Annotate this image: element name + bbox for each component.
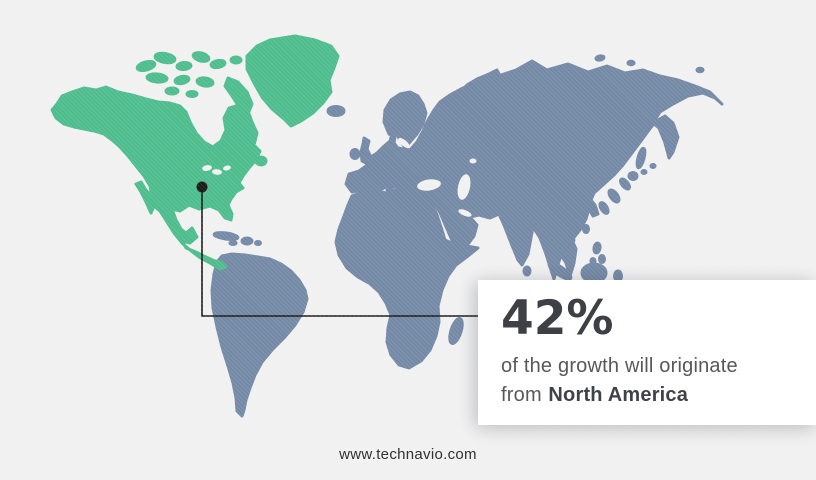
region-novaya-zemlya bbox=[457, 68, 501, 99]
region-hispaniola bbox=[240, 236, 254, 246]
region-scandinavia bbox=[382, 90, 428, 150]
baltic-sea bbox=[398, 137, 410, 149]
region-arctic-canada-isle bbox=[153, 51, 177, 65]
region-arctic-canada-isle bbox=[195, 76, 215, 88]
region-sumatra bbox=[547, 261, 573, 281]
region-arctic-isle bbox=[695, 66, 705, 74]
callout-value: 42% bbox=[501, 291, 614, 346]
region-philippines bbox=[592, 241, 602, 255]
region-great-britain bbox=[359, 136, 373, 166]
region-eurasia bbox=[344, 59, 724, 281]
region-newfoundland bbox=[254, 155, 268, 167]
callout-region-name: North America bbox=[548, 383, 689, 406]
callout-card: 42% of the growth will originate from Nor… bbox=[478, 280, 816, 425]
region-japan bbox=[619, 177, 631, 191]
region-arctic-canada-isle bbox=[229, 55, 243, 65]
region-japan bbox=[627, 171, 639, 181]
marker-connector bbox=[196, 181, 479, 317]
region-baffin-island bbox=[223, 76, 254, 116]
region-caribbean-isle bbox=[228, 240, 238, 246]
region-arctic-canada-isle bbox=[191, 51, 211, 63]
region-arctic-isle bbox=[626, 59, 636, 67]
region-arctic-canada-isle bbox=[175, 60, 193, 72]
marker-dot bbox=[196, 181, 208, 193]
world-map-north-america-highlight bbox=[50, 34, 340, 271]
region-arctic-canada-isle bbox=[185, 90, 199, 98]
great-lakes bbox=[223, 165, 231, 171]
region-cuba bbox=[212, 231, 240, 241]
region-ireland bbox=[349, 148, 361, 160]
region-hainan bbox=[566, 236, 576, 244]
region-japan bbox=[607, 188, 621, 204]
region-iceland bbox=[326, 105, 346, 117]
region-africa bbox=[334, 188, 480, 370]
caspian-sea bbox=[457, 174, 471, 200]
connector-line bbox=[201, 187, 479, 317]
region-north-america-mainland bbox=[50, 85, 262, 271]
region-arctic-isle bbox=[594, 54, 606, 62]
region-madagascar bbox=[448, 317, 464, 345]
region-japan bbox=[598, 201, 610, 215]
region-arctic-canada-isle bbox=[164, 86, 180, 96]
region-philippines bbox=[598, 254, 606, 264]
region-south-america bbox=[210, 252, 309, 418]
region-greenland bbox=[245, 34, 340, 128]
region-kuril bbox=[640, 169, 648, 175]
world-map-other-regions bbox=[210, 54, 724, 418]
region-arctic-canada-isle bbox=[135, 59, 157, 73]
persian-gulf bbox=[458, 209, 472, 217]
region-arctic-canada-isle bbox=[209, 58, 227, 70]
great-lakes bbox=[202, 165, 212, 171]
region-sri-lanka bbox=[522, 265, 532, 277]
sea-overlays bbox=[202, 137, 477, 217]
callout-description: of the growth will originate from North A… bbox=[501, 352, 806, 410]
region-arctic-canada-isle bbox=[145, 72, 169, 84]
region-taiwan bbox=[582, 224, 590, 234]
black-sea bbox=[417, 179, 441, 191]
callout-description-line2-prefix: from bbox=[501, 383, 542, 406]
region-sakhalin bbox=[635, 146, 647, 170]
footer-url: www.technavio.com bbox=[339, 446, 477, 463]
aral-sea bbox=[469, 158, 477, 164]
region-arctic-canada-isle bbox=[173, 74, 191, 86]
callout-description-line1: of the growth will originate bbox=[501, 354, 738, 377]
region-caribbean-isle bbox=[254, 240, 262, 246]
great-lakes bbox=[212, 169, 222, 175]
region-kuril bbox=[649, 163, 657, 169]
